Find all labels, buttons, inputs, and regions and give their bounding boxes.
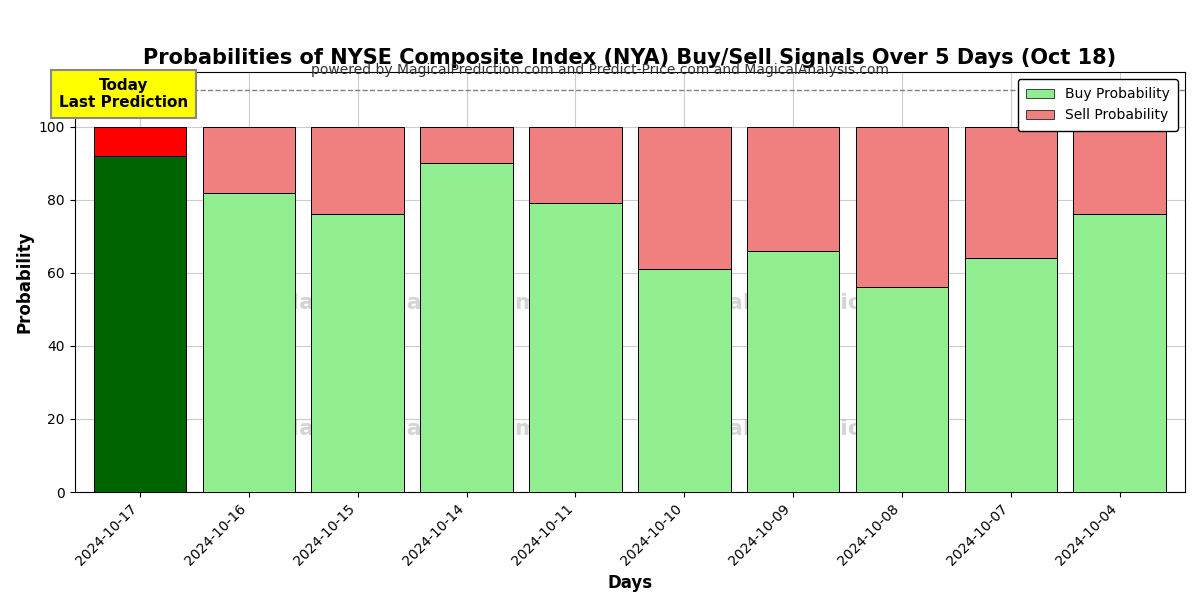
- Bar: [203, 193, 295, 492]
- Bar: [312, 127, 404, 214]
- Bar: [856, 287, 948, 492]
- Bar: [965, 127, 1057, 258]
- Bar: [746, 251, 839, 492]
- Legend: Buy Probability, Sell Probability: Buy Probability, Sell Probability: [1018, 79, 1178, 131]
- Bar: [203, 127, 295, 193]
- Bar: [529, 203, 622, 492]
- Bar: [1074, 127, 1166, 214]
- Title: Probabilities of NYSE Composite Index (NYA) Buy/Sell Signals Over 5 Days (Oct 18: Probabilities of NYSE Composite Index (N…: [143, 47, 1116, 68]
- Text: MagicalPrediction.com: MagicalPrediction.com: [654, 419, 940, 439]
- Bar: [312, 214, 404, 492]
- Bar: [94, 156, 186, 492]
- X-axis label: Days: Days: [607, 574, 653, 592]
- Bar: [420, 163, 512, 492]
- Text: powered by MagicalPrediction.com and Predict-Price.com and MagicalAnalysis.com: powered by MagicalPrediction.com and Pre…: [311, 63, 889, 77]
- Text: MagicalPrediction.com: MagicalPrediction.com: [654, 293, 940, 313]
- Text: Today
Last Prediction: Today Last Prediction: [59, 78, 188, 110]
- Bar: [529, 127, 622, 203]
- Bar: [965, 258, 1057, 492]
- Bar: [638, 269, 731, 492]
- Bar: [856, 127, 948, 287]
- Bar: [746, 127, 839, 251]
- Bar: [420, 127, 512, 163]
- Bar: [638, 127, 731, 269]
- Bar: [94, 127, 186, 156]
- Bar: [1074, 214, 1166, 492]
- Text: MagicalAnalysis.com: MagicalAnalysis.com: [277, 419, 539, 439]
- Text: MagicalAnalysis.com: MagicalAnalysis.com: [277, 293, 539, 313]
- Y-axis label: Probability: Probability: [16, 231, 34, 333]
